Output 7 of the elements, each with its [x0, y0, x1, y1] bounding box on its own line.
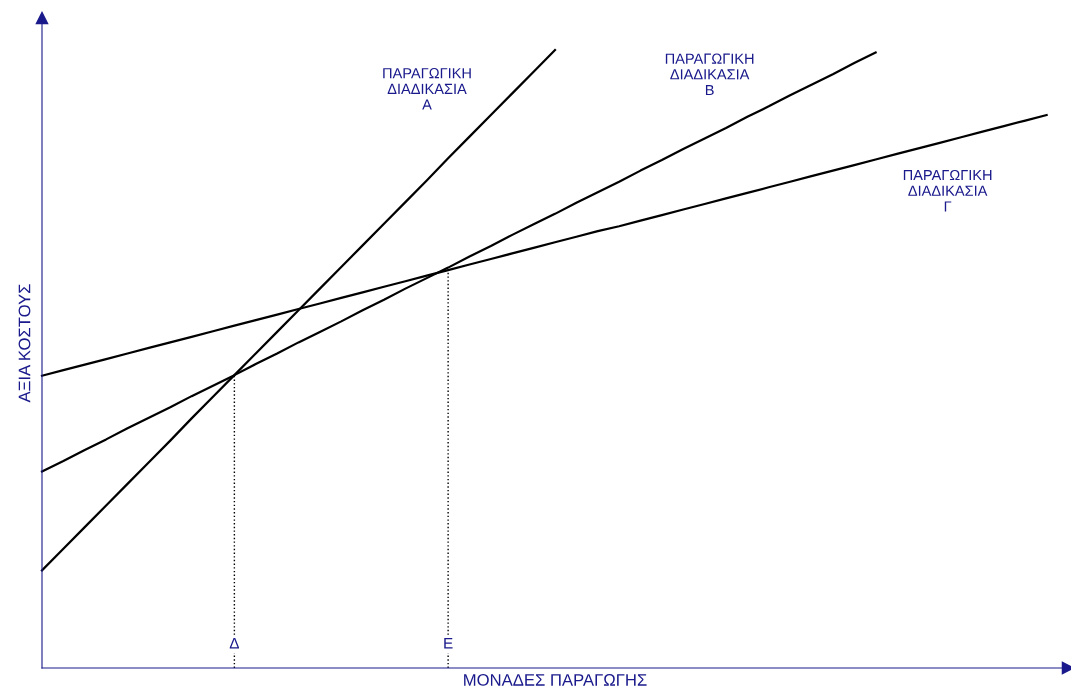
x-tick-label: Ε	[444, 638, 453, 649]
series-label: ΠΑΡΑΓΩΓΙΚΗ ΔΙΑΔΙΚΑΣΙΑ Α	[383, 68, 471, 110]
series-label: ΠΑΡΑΓΩΓΙΚΗ ΔΙΑΔΙΚΑΣΙΑ Β	[665, 53, 754, 96]
y-axis-title: ΑΞΙΑ ΚΟΣΤΟΥΣ	[18, 284, 31, 403]
x-axis-title: ΜΟΝΑΔΕΣ ΠΑΡΑΓΩΓΗΣ	[464, 674, 647, 686]
x-tick-label: Δ	[229, 638, 240, 649]
series-label: ΠΑΡΑΓΩΓΙΚΗ ΔΙΑΔΙΚΑΣΙΑ Γ	[903, 169, 992, 212]
